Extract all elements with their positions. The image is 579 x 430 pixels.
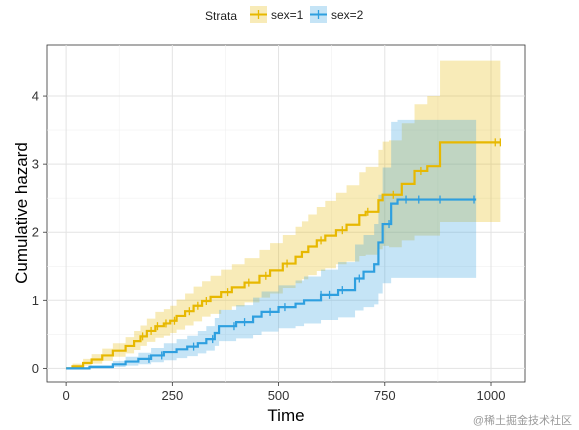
x-tick-label: 750 [374,388,396,403]
legend: Strata sex=1 sex=2 [205,6,364,23]
series-1-line [66,141,501,370]
y-tick-label: 1 [32,293,39,308]
y-tick-label: 0 [32,361,39,376]
y-tick-label: 3 [32,157,39,172]
axes: 0 250 500 750 1000 0 1 2 3 4 [32,89,506,403]
series-1-ci-band [66,60,501,369]
censor-marks [141,138,502,363]
x-tick-label: 500 [268,388,290,403]
y-tick-label: 2 [32,225,39,240]
x-tick-label: 1000 [477,388,506,403]
confidence-bands [66,60,501,369]
x-axis-title: Time [267,406,304,425]
hazard-curves [66,141,501,370]
legend-title: Strata [205,9,237,23]
legend-key-1-label: sex=1 [271,8,304,22]
series-2-line [66,198,477,370]
x-tick-label: 0 [63,388,70,403]
y-axis-title: Cumulative hazard [12,142,31,284]
x-tick-label: 250 [161,388,183,403]
y-tick-label: 4 [32,89,39,104]
watermark-text: @稀土掘金技术社区 [473,413,572,427]
plot-panel [46,44,526,383]
legend-key-2-label: sex=2 [331,8,364,22]
series-2-ci-band [66,119,477,369]
